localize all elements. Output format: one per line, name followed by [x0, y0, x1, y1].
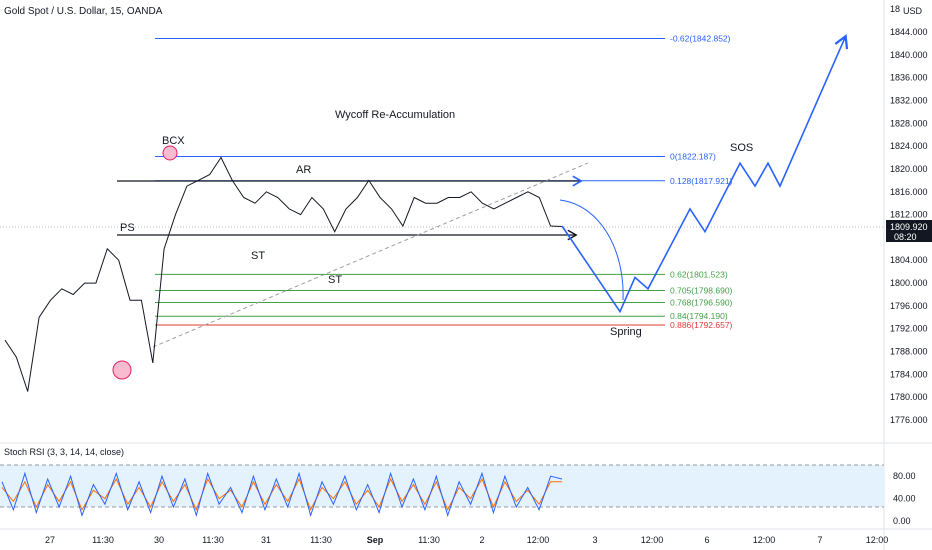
- price-tick-label: 1812.000: [890, 210, 928, 220]
- last-price-badge: [886, 220, 932, 242]
- price-tick-label: 1820.000: [890, 164, 928, 174]
- price-tick-label: 1792.000: [890, 324, 928, 334]
- fib-label: 0.705(1798.690): [670, 286, 733, 296]
- time-tick-label: 11:30: [418, 535, 440, 545]
- spring-curve: [559, 199, 624, 301]
- time-tick-label: 11:30: [310, 535, 332, 545]
- indicator-title[interactable]: Stoch RSI (3, 3, 14, 14, close): [4, 447, 124, 457]
- price-tick-label: 1788.000: [890, 347, 928, 357]
- price-tick-label: 1840.000: [890, 50, 928, 60]
- label-ps: PS: [120, 222, 135, 234]
- price-tick-label: 1780.000: [890, 392, 928, 402]
- last-price-value: 1809.920: [890, 222, 928, 232]
- rsi-tick-label: 80.00: [893, 471, 916, 481]
- label-ar: AR: [296, 164, 311, 176]
- rsi-tick-label: 0.00: [893, 516, 911, 526]
- fib-label: -0.62(1842.852): [670, 34, 731, 44]
- time-tick-label: 12:00: [641, 535, 664, 545]
- time-tick-label: 11:30: [92, 535, 114, 545]
- price-tick-label: 1836.000: [890, 73, 928, 83]
- label-spring: Spring: [610, 326, 642, 338]
- price-tick-label: 1828.000: [890, 118, 928, 128]
- projection-path: [561, 34, 849, 314]
- rsi-axis[interactable]: 0.00 40.00 80.00: [893, 471, 916, 526]
- fib-label: 0(1822.187): [670, 151, 716, 161]
- price-tick-label: 18: [890, 4, 900, 14]
- price-tick-label: 1800.000: [890, 278, 928, 288]
- rsi-band: [0, 465, 884, 507]
- label-sos: SOS: [730, 142, 753, 154]
- time-tick-label: 3: [592, 535, 597, 545]
- time-tick-label: 7: [817, 535, 822, 545]
- price-tick-label: 1796.000: [890, 301, 928, 311]
- price-axis[interactable]: 1776.000 1780.000 1784.000 1788.000 1792.000…: [890, 4, 928, 425]
- price-series-line: [4, 156, 563, 392]
- rsi-k-line: [1, 471, 563, 518]
- fib-label: 0.768(1796.590): [670, 298, 733, 308]
- time-tick-label: 2: [479, 535, 484, 545]
- symbol-title[interactable]: Gold Spot / U.S. Dollar, 15, OANDA: [4, 6, 163, 17]
- label-st2: ST: [328, 274, 342, 286]
- price-tick-label: 1804.000: [890, 255, 928, 265]
- price-tick-label: 1824.000: [890, 141, 928, 151]
- fib-label: 0.886(1792.657): [670, 320, 733, 330]
- time-tick-label: 6: [704, 535, 709, 545]
- fib-levels: -0.62(1842.852) 0(1822.187) 0.128(1817.921…: [155, 34, 733, 330]
- price-tick-label: 1844.000: [890, 27, 928, 37]
- fib-label: 0.62(1801.523): [670, 269, 728, 279]
- fib-label: 0.128(1817.921): [670, 176, 733, 186]
- price-tick-label: 1784.000: [890, 369, 928, 379]
- time-tick-label: 27: [45, 535, 55, 545]
- rsi-tick-label: 40.00: [893, 494, 916, 504]
- price-tick-label: 1776.000: [890, 415, 928, 425]
- time-tick-label: 12:00: [753, 535, 776, 545]
- time-tick-label: 11:30: [202, 535, 224, 545]
- currency-badge[interactable]: USD: [903, 6, 923, 16]
- time-tick-label: 30: [154, 535, 164, 545]
- time-tick-label: 12:00: [866, 535, 889, 545]
- low-circle: [112, 360, 132, 380]
- price-tick-label: 1816.000: [890, 187, 928, 197]
- time-axis[interactable]: 27 11:30 30 11:30 31 11:30 Sep 11:30 2 12:00 3 12:0…: [45, 535, 888, 545]
- time-tick-label: Sep: [367, 535, 384, 545]
- label-st1: ST: [251, 250, 265, 262]
- trend-line: [152, 162, 589, 348]
- wyckoff-title: Wycoff Re-Accumulation: [335, 109, 455, 121]
- countdown-value: 08:20: [894, 232, 917, 242]
- price-tick-label: 1832.000: [890, 95, 928, 105]
- time-tick-label: 12:00: [527, 535, 550, 545]
- label-bcx: BCX: [162, 135, 185, 147]
- bcx-circle: [162, 145, 178, 161]
- time-tick-label: 31: [261, 535, 271, 545]
- fib-label: 0.84(1794.190): [670, 311, 728, 321]
